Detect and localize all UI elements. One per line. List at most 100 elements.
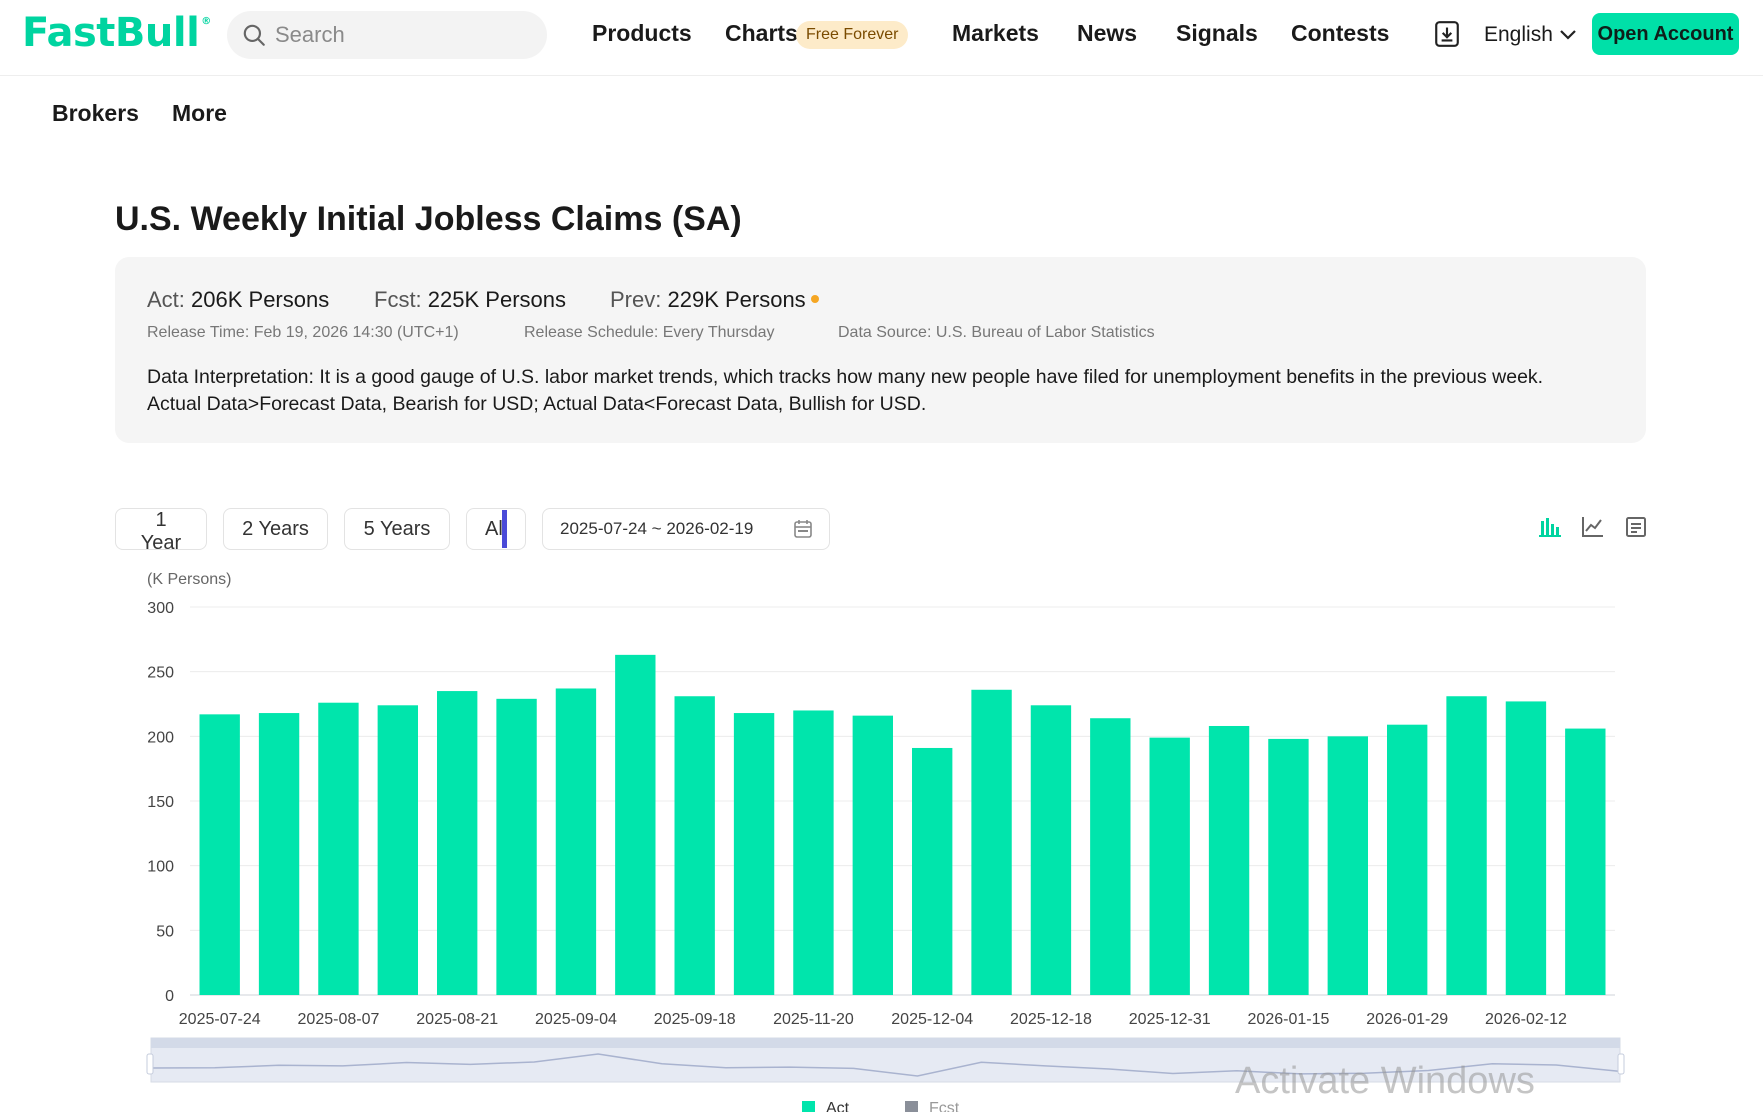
actual-value: Act: 206K Persons	[147, 287, 329, 313]
charts-free-forever-badge: Free Forever	[796, 21, 909, 49]
y-tick-label: 0	[165, 988, 174, 1005]
actual-label: Act:	[147, 287, 185, 312]
x-tick-label: 2025-07-24	[179, 1011, 261, 1028]
bar-2026-02-19	[1565, 728, 1606, 995]
search-icon	[243, 24, 265, 46]
bar-chart-icon[interactable]	[1538, 515, 1562, 539]
bar-2025-08-07	[318, 702, 359, 995]
logo-registered-mark: ®	[201, 16, 211, 27]
nav-contests[interactable]: Contests	[1291, 20, 1390, 46]
previous-value: Prev: 229K Persons	[610, 287, 806, 313]
x-tick-label: 2025-08-21	[416, 1011, 498, 1028]
range-5-years-button[interactable]: 5 Years	[344, 508, 450, 550]
range-2-years-button[interactable]: 2 Years	[223, 508, 328, 550]
x-tick-label: 2025-08-07	[298, 1011, 380, 1028]
range-1-year-button[interactable]: 1 Year	[115, 508, 207, 554]
bar-2026-01-15	[1268, 738, 1309, 995]
language-label: English	[1484, 23, 1553, 46]
bar-2025-07-31	[258, 713, 300, 995]
activate-windows-watermark: Activate Windows	[1235, 1060, 1535, 1102]
interpretation-line-1: Data Interpretation: It is a good gauge …	[147, 366, 1544, 388]
date-range-picker[interactable]: 2025-07-24 ~ 2026-02-19	[542, 508, 830, 550]
nav-charts[interactable]: Charts	[725, 20, 798, 46]
release-time: Release Time: Feb 19, 2026 14:30 (UTC+1)	[147, 324, 459, 341]
language-selector[interactable]: English	[1484, 23, 1577, 47]
legend-label-act: Act	[826, 1100, 850, 1112]
table-icon[interactable]	[1624, 515, 1648, 539]
download-app-icon[interactable]	[1434, 20, 1460, 48]
y-tick-label: 300	[147, 600, 174, 617]
bar-2025-08-21	[437, 691, 478, 995]
x-tick-label: 2026-01-29	[1366, 1011, 1448, 1028]
search-input[interactable]	[275, 22, 535, 48]
x-tick-label: 2025-11-20	[773, 1011, 854, 1028]
open-account-button[interactable]: Open Account	[1592, 13, 1739, 55]
bar-2025-08-28	[496, 698, 537, 995]
top-navigation-bar: FastBull® Products Charts Free Forever M…	[0, 0, 1763, 76]
calendar-icon[interactable]	[793, 519, 813, 539]
x-tick-label: 2026-01-15	[1248, 1011, 1330, 1028]
data-source: Data Source: U.S. Bureau of Labor Statis…	[838, 324, 1155, 341]
forecast-value: Fcst: 225K Persons	[374, 287, 566, 313]
bar-2025-08-14	[377, 705, 418, 995]
data-interpretation: Data Interpretation: It is a good gauge …	[147, 364, 1627, 418]
bar-2026-01-29	[1387, 724, 1428, 995]
actual-number: 206K Persons	[191, 287, 330, 312]
bar-2025-12-18	[1030, 705, 1072, 995]
bar-2025-12-04	[912, 747, 953, 995]
data-zoom-left-handle	[146, 1053, 154, 1075]
bar-2025-09-18	[674, 696, 715, 995]
legend-swatch-fcst	[905, 1101, 918, 1112]
indicator-summary-card: Act: 206K Persons Fcst: 225K Persons Pre…	[115, 257, 1646, 443]
bar-2026-01-08	[1208, 725, 1250, 995]
forecast-number: 225K Persons	[427, 287, 566, 312]
y-tick-label: 100	[147, 859, 174, 876]
bar-2025-12-25	[1090, 718, 1131, 995]
data-zoom-selection-bar	[151, 1038, 1620, 1048]
bar-2025-11-27	[852, 715, 893, 995]
nav-markets[interactable]: Markets	[952, 20, 1039, 46]
search-box[interactable]	[227, 11, 547, 59]
chart-svg: (K Persons) 0 50 100 150 200 250 300 2025-07-24 2…	[146, 571, 1625, 1112]
date-range-value: 2025-07-24 ~ 2026-02-19	[560, 519, 754, 538]
logo-text: FastBull	[22, 10, 200, 56]
previous-number: 229K Persons	[667, 287, 806, 312]
page-title: U.S. Weekly Initial Jobless Claims (SA)	[115, 200, 742, 238]
x-tick-label: 2025-12-04	[891, 1011, 973, 1028]
nav-signals[interactable]: Signals	[1176, 20, 1258, 46]
range-all-button[interactable]: Al	[466, 508, 526, 550]
chevron-down-icon	[1560, 30, 1576, 40]
legend-label-fcst: Fcst	[929, 1100, 960, 1112]
y-axis-unit-label: (K Persons)	[147, 571, 231, 588]
fastbull-logo[interactable]: FastBull ®	[22, 10, 211, 56]
x-tick-label: 2025-12-31	[1129, 1011, 1211, 1028]
x-tick-label: 2025-09-04	[535, 1011, 617, 1028]
bar-2025-11-20	[793, 710, 834, 995]
y-tick-label: 250	[147, 665, 174, 682]
interpretation-line-2: Actual Data>Forecast Data, Bearish for U…	[147, 393, 927, 415]
legend-swatch-act	[802, 1101, 815, 1112]
x-tick-label: 2025-09-18	[654, 1011, 736, 1028]
bar-2026-02-05	[1446, 696, 1487, 995]
forecast-label: Fcst:	[374, 287, 422, 312]
data-zoom-right-handle	[1617, 1053, 1625, 1075]
x-tick-label: 2025-12-18	[1010, 1011, 1092, 1028]
nav-news[interactable]: News	[1077, 20, 1138, 46]
subnav-more[interactable]: More	[172, 100, 227, 126]
subnav-brokers[interactable]: Brokers	[52, 100, 139, 126]
jobless-claims-chart: (K Persons) 0 50 100 150 200 250 300 2025-07-24 2…	[115, 565, 1655, 1112]
bar-2025-12-31	[1149, 737, 1190, 995]
nav-products[interactable]: Products	[592, 20, 692, 46]
bar-2026-01-22	[1327, 736, 1368, 995]
previous-label: Prev:	[610, 287, 662, 312]
bar-2025-09-11	[615, 654, 656, 995]
text-cursor-marker	[502, 510, 507, 548]
bar-2025-09-25	[733, 713, 775, 995]
line-chart-icon[interactable]	[1581, 515, 1605, 539]
bar-2026-02-12	[1505, 701, 1547, 995]
bar-2025-12-11	[971, 689, 1012, 995]
y-tick-label: 50	[156, 923, 174, 940]
bar-2025-09-04	[555, 688, 597, 995]
x-tick-label: 2026-02-12	[1485, 1011, 1567, 1028]
revised-indicator-dot	[811, 295, 819, 303]
